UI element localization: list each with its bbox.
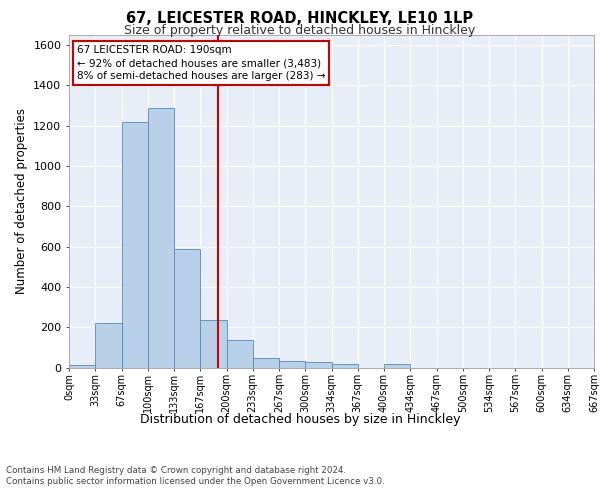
- Bar: [253, 358, 279, 368]
- Text: Contains public sector information licensed under the Open Government Licence v3: Contains public sector information licen…: [6, 478, 385, 486]
- Bar: [279, 362, 305, 368]
- Bar: [69, 366, 95, 368]
- Text: Size of property relative to detached houses in Hinckley: Size of property relative to detached ho…: [124, 24, 476, 37]
- Bar: [331, 364, 358, 368]
- Bar: [305, 362, 331, 368]
- Bar: [200, 320, 227, 368]
- Bar: [384, 364, 410, 368]
- Bar: [174, 248, 200, 368]
- Text: 67, LEICESTER ROAD, HINCKLEY, LE10 1LP: 67, LEICESTER ROAD, HINCKLEY, LE10 1LP: [127, 11, 473, 26]
- Y-axis label: Number of detached properties: Number of detached properties: [14, 108, 28, 294]
- Bar: [121, 122, 148, 368]
- Text: Contains HM Land Registry data © Crown copyright and database right 2024.: Contains HM Land Registry data © Crown c…: [6, 466, 346, 475]
- Bar: [148, 108, 174, 368]
- Bar: [95, 323, 121, 368]
- Bar: [227, 340, 253, 367]
- Text: Distribution of detached houses by size in Hinckley: Distribution of detached houses by size …: [140, 412, 460, 426]
- Text: 67 LEICESTER ROAD: 190sqm
← 92% of detached houses are smaller (3,483)
8% of sem: 67 LEICESTER ROAD: 190sqm ← 92% of detac…: [77, 45, 325, 82]
